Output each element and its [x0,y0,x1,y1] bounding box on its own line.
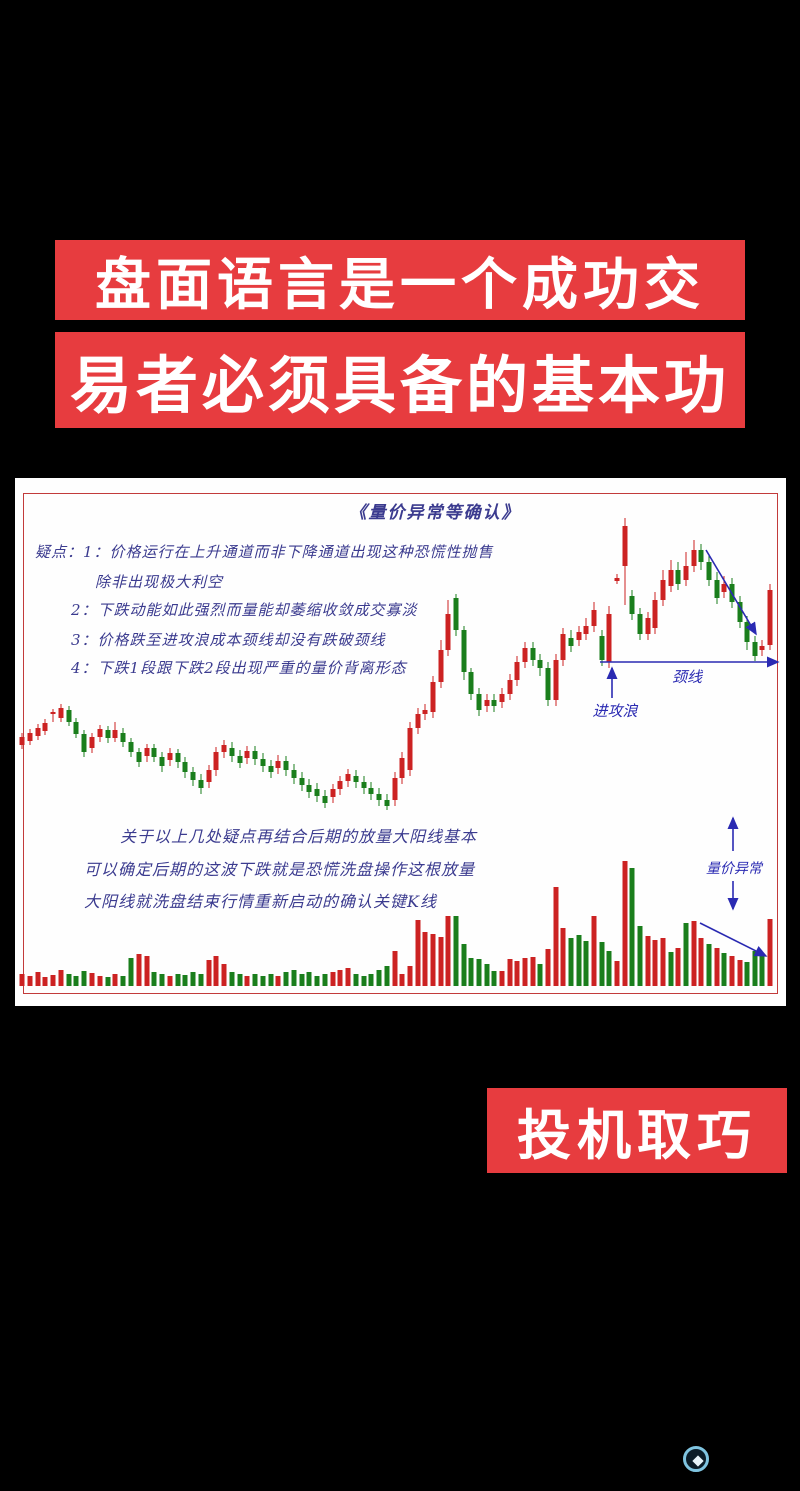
bottom-banner: 投机取巧 [487,1088,787,1173]
watermark-logo [683,1446,709,1472]
doubt-note-4: 3：价格跌至进攻浪成本颈线却没有跌破颈线 [71,631,386,649]
logo-diamond-icon [692,1455,704,1467]
conclusion-note-1: 关于以上几处疑点再结合后期的放量大阳线基本 [120,827,478,846]
headline-text-1: 盘面语言是一个成功交 [95,252,705,316]
doubt-note-5: 4：下跌1段跟下跌2段出现严重的量价背离形态 [71,659,407,677]
chart-inner-border [23,493,778,994]
doubt-note-3: 2：下跌动能如此强烈而量能却萎缩收敛成交寡淡 [71,601,418,619]
bottom-banner-text: 投机取巧 [517,1106,757,1166]
headline-banner-top: 盘面语言是一个成功交 [55,240,745,320]
chart-title: 《量价异常等确认》 [349,503,521,523]
doubt-note-1: 疑点：1：价格运行在上升通道而非下降通道出现这种恐慌性抛售 [35,543,494,561]
volume-price-anomaly-label: 量价异常 [706,861,762,877]
conclusion-note-2: 可以确定后期的这波下跌就是恐慌洗盘操作这根放量 [84,860,476,879]
neckline-label: 颈线 [671,668,702,686]
conclusion-note-3: 大阳线就洗盘结束行情重新启动的确认关键K线 [84,892,437,911]
doubt-note-2: 除非出现极大利空 [95,573,224,591]
headline-text-2: 易者必须具备的基本功 [69,352,730,421]
headline-banner-second: 易者必须具备的基本功 [55,332,745,428]
attack-wave-label: 进攻浪 [592,702,638,720]
chart-panel [15,478,786,1006]
